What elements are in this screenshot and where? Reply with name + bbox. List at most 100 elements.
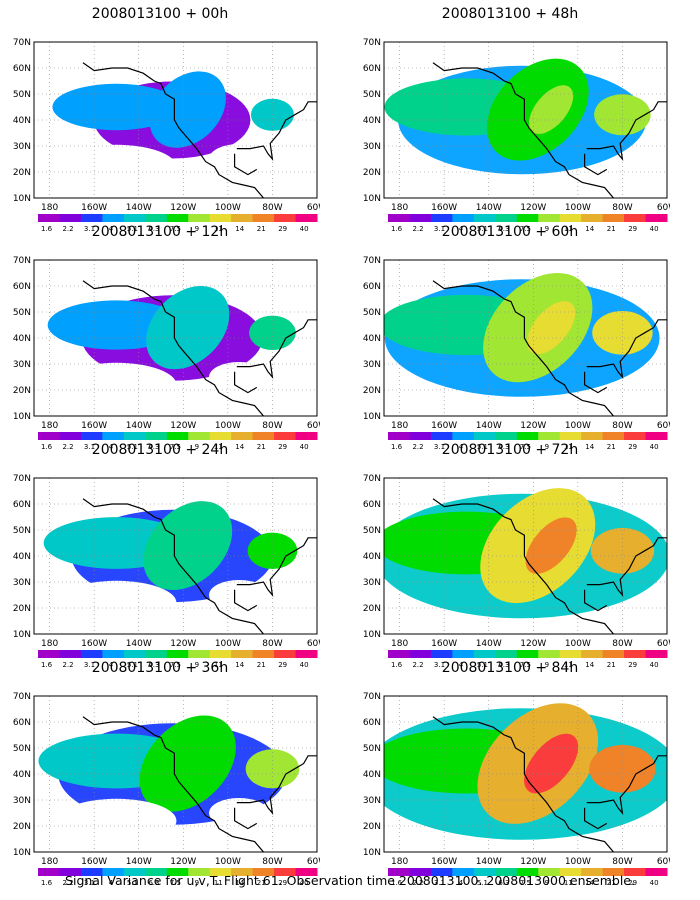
- colorbar-label: 2.2: [412, 225, 423, 233]
- colorbar-swatch: [123, 432, 146, 440]
- coastline: [234, 371, 258, 394]
- colorbar-label: 11: [214, 225, 223, 233]
- lat-label: 50N: [13, 90, 31, 100]
- colorbar-label: 9: [545, 879, 549, 887]
- colorbar-swatch: [516, 432, 539, 440]
- panel-title: 2008013100 + 00h: [91, 6, 229, 22]
- colorbar-swatch: [38, 650, 60, 658]
- colorbar-swatch: [409, 868, 432, 876]
- forecast-panel: 2008013100 + 24h 70N 60N 50N 40N 30N 20N 10N 180…: [0, 442, 320, 669]
- colorbar-swatch: [409, 214, 432, 222]
- colorbar-label: 3.1: [434, 443, 445, 451]
- lon-label: 60W: [307, 203, 320, 213]
- colorbar-swatch: [645, 214, 668, 222]
- lat-label: 10N: [13, 194, 31, 204]
- colorbar-swatch: [188, 214, 211, 222]
- colorbar-swatch: [80, 868, 103, 876]
- lon-label: 180: [391, 203, 408, 213]
- colorbar-swatch: [252, 868, 275, 876]
- colorbar-swatch: [645, 868, 668, 876]
- colorbar-label: 4: [109, 661, 114, 669]
- lon-label: 180: [41, 203, 58, 213]
- lon-label: 120W: [170, 203, 196, 213]
- colorbar-label: 14: [585, 879, 594, 887]
- lon-label: 160W: [81, 639, 107, 649]
- colorbar-label: 6.3: [148, 443, 159, 451]
- colorbar-label: 6.3: [148, 661, 159, 669]
- colorbar-label: 1.6: [391, 879, 403, 887]
- lat-label: 30N: [13, 796, 31, 806]
- colorbar-swatch: [452, 214, 475, 222]
- coastline: [586, 101, 667, 161]
- colorbar-label: 11: [214, 879, 223, 887]
- lon-label: 160W: [81, 857, 107, 867]
- colorbar-swatch: [209, 868, 232, 876]
- colorbar-label: 9: [545, 661, 549, 669]
- lon-label: 160W: [81, 421, 107, 431]
- colorbar-swatch: [430, 432, 453, 440]
- lat-label: 20N: [13, 168, 31, 178]
- colorbar-label: 7.5: [520, 225, 531, 233]
- colorbar-label: 29: [278, 661, 287, 669]
- lon-label: 180: [391, 639, 408, 649]
- colorbar-swatch: [559, 214, 582, 222]
- lon-label: 100W: [565, 639, 591, 649]
- colorbar-label: 2.2: [62, 443, 73, 451]
- coastline: [82, 62, 264, 198]
- colorbar-swatch: [495, 868, 518, 876]
- lon-label: 100W: [215, 857, 241, 867]
- colorbar-label: 9: [195, 879, 199, 887]
- coastline: [586, 319, 667, 379]
- lon-label: 180: [41, 857, 58, 867]
- lat-label: 10N: [13, 630, 31, 640]
- colorbar-swatch: [495, 214, 518, 222]
- panel-title: 2008013100 + 84h: [441, 660, 579, 676]
- colorbar-label: 21: [607, 661, 616, 669]
- lon-label: 80W: [262, 857, 282, 867]
- lat-label: 20N: [363, 168, 381, 178]
- colorbar-label: 9: [195, 661, 199, 669]
- colorbar-label: 21: [607, 879, 616, 887]
- colorbar-label: 2.2: [62, 225, 73, 233]
- colorbar-swatch: [409, 650, 432, 658]
- forecast-panel: 2008013100 + 00h 70N 60N 50N 40N 30N 20N 10N 180…: [0, 6, 320, 233]
- colorbar-swatch: [473, 650, 496, 658]
- coastline: [82, 498, 264, 634]
- colorbar-swatch: [602, 432, 625, 440]
- colorbar-swatch: [102, 868, 125, 876]
- lon-label: 60W: [307, 857, 320, 867]
- colorbar-label: 21: [607, 225, 616, 233]
- colorbar-label: 3.1: [434, 661, 445, 669]
- colorbar-swatch: [123, 868, 146, 876]
- colorbar-label: 40: [300, 879, 309, 887]
- colorbar-swatch: [452, 650, 475, 658]
- colorbar-swatch: [624, 650, 647, 658]
- colorbar-swatch: [102, 214, 125, 222]
- lat-label: 70N: [13, 38, 31, 48]
- lon-label: 80W: [262, 421, 282, 431]
- lat-label: 10N: [13, 412, 31, 422]
- colorbar-label: 29: [278, 443, 287, 451]
- colorbar-label: 14: [585, 661, 594, 669]
- lon-label: 120W: [170, 857, 196, 867]
- colorbar-swatch: [209, 432, 232, 440]
- colorbar-swatch: [102, 432, 125, 440]
- lat-label: 70N: [13, 474, 31, 484]
- colorbar-label: 6.3: [498, 661, 509, 669]
- coastline: [234, 589, 258, 612]
- lon-label: 80W: [612, 639, 632, 649]
- colorbar-swatch: [188, 650, 211, 658]
- lat-label: 30N: [13, 142, 31, 152]
- colorbar-swatch: [123, 214, 146, 222]
- panel-title: 2008013100 + 60h: [441, 224, 579, 240]
- colorbar-label: 3.1: [84, 443, 95, 451]
- colorbar-swatch: [516, 650, 539, 658]
- colorbar-swatch: [559, 432, 582, 440]
- lat-label: 50N: [363, 90, 381, 100]
- colorbar-swatch: [59, 868, 82, 876]
- lat-label: 30N: [363, 796, 381, 806]
- colorbar-label: 29: [278, 879, 287, 887]
- colorbar-swatch: [581, 432, 604, 440]
- variance-map: 70N 60N 50N 40N 30N 20N 10N 180 160W 140W 120W 100W…: [363, 692, 670, 887]
- forecast-panel: 2008013100 + 84h 70N 60N 50N 40N 30N 20N 10N 180…: [350, 660, 670, 887]
